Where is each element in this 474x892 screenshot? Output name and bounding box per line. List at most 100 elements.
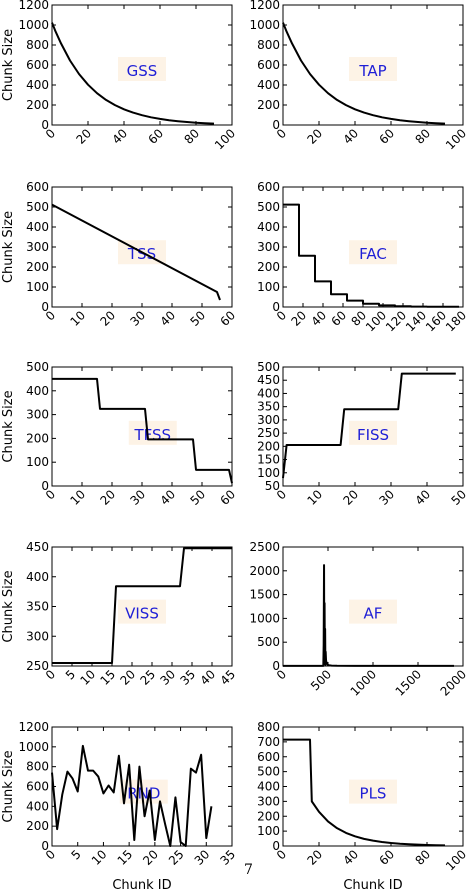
y-tick-label: 300 bbox=[26, 408, 49, 422]
x-tick-label: 5 bbox=[63, 667, 78, 682]
y-tick-label: 500 bbox=[257, 765, 280, 779]
y-tick-label: 800 bbox=[26, 760, 49, 774]
panel-label: AF bbox=[364, 605, 383, 623]
y-axis-label: Chunk Size bbox=[1, 570, 16, 642]
x-tick-label: 100 bbox=[212, 126, 238, 152]
x-tick-label: 0 bbox=[274, 667, 289, 682]
y-tick-label: 1500 bbox=[249, 588, 280, 602]
panel-label: RND bbox=[127, 785, 160, 803]
y-tick-label: 200 bbox=[257, 98, 280, 112]
y-axis-label: Chunk Size bbox=[1, 211, 16, 283]
y-tick-label: 100 bbox=[257, 824, 280, 838]
y-tick-label: 300 bbox=[26, 240, 49, 254]
x-tick-label: 35 bbox=[217, 847, 238, 868]
y-tick-label: 100 bbox=[257, 280, 280, 294]
y-axis-label: Chunk Size bbox=[1, 29, 16, 101]
y-tick-label: 600 bbox=[26, 180, 49, 194]
x-tick-label: 30 bbox=[192, 847, 213, 868]
y-tick-label: 400 bbox=[257, 386, 280, 400]
x-tick-label: 180 bbox=[443, 308, 469, 334]
y-tick-label: 1000 bbox=[18, 740, 49, 754]
y-tick-label: 1000 bbox=[249, 611, 280, 625]
y-tick-label: 400 bbox=[26, 220, 49, 234]
x-tick-label: 60 bbox=[376, 126, 397, 147]
x-tick-label: 5 bbox=[69, 847, 84, 862]
x-tick-label: 40 bbox=[197, 667, 218, 688]
panel-label: FAC bbox=[359, 245, 387, 263]
y-tick-label: 400 bbox=[26, 799, 49, 813]
panel-label: VISS bbox=[125, 605, 159, 623]
x-tick-label: 30 bbox=[157, 667, 178, 688]
y-tick-label: 400 bbox=[26, 78, 49, 92]
x-tick-label: 0 bbox=[274, 487, 289, 502]
x-tick-label: 10 bbox=[77, 667, 98, 688]
panel-label: TSS bbox=[127, 245, 156, 263]
y-tick-label: 200 bbox=[26, 260, 49, 274]
y-tick-label: 0 bbox=[41, 118, 49, 132]
x-tick-label: 20 bbox=[73, 126, 94, 147]
x-tick-label: 0 bbox=[43, 847, 58, 862]
x-axis-label: Chunk ID bbox=[343, 878, 402, 892]
x-tick-label: 60 bbox=[217, 308, 238, 329]
y-tick-label: 300 bbox=[257, 794, 280, 808]
x-tick-label: 25 bbox=[137, 667, 158, 688]
y-tick-label: 1000 bbox=[249, 18, 280, 32]
panel-label: PLS bbox=[360, 785, 387, 803]
series-line bbox=[52, 377, 233, 484]
x-tick-label: 20 bbox=[340, 487, 361, 508]
chart-tfss: TFSS 0 100 200 300 400 500 0 10 20 30 40 50 60 Chunk S… bbox=[1, 360, 238, 508]
x-tick-label: 60 bbox=[145, 126, 166, 147]
panel-label: FISS bbox=[357, 426, 389, 444]
y-tick-label: 600 bbox=[26, 58, 49, 72]
y-tick-label: 700 bbox=[257, 735, 280, 749]
x-tick-label: 1500 bbox=[393, 667, 424, 698]
y-tick-label: 600 bbox=[26, 780, 49, 794]
y-tick-label: 600 bbox=[257, 180, 280, 194]
panel-label-bg bbox=[349, 240, 397, 265]
panel-label-bg bbox=[349, 599, 397, 624]
chart-tss: TSS 0 100 200 300 400 500 600 0 10 20 30 40 50 60 Chunk… bbox=[1, 180, 238, 329]
y-axis-label: Chunk Size bbox=[1, 750, 16, 822]
x-axis-label: Chunk ID bbox=[112, 878, 171, 892]
panel-label-bg bbox=[349, 420, 397, 445]
x-tick-label: 60 bbox=[376, 847, 397, 868]
y-tick-label: 500 bbox=[257, 635, 280, 649]
panel-label-bg bbox=[128, 420, 177, 445]
x-tick-label: 40 bbox=[308, 308, 329, 329]
x-tick-label: 50 bbox=[187, 487, 208, 508]
y-tick-label: 1000 bbox=[18, 18, 49, 32]
y-axis-label: Chunk Size bbox=[1, 390, 16, 462]
y-tick-label: 600 bbox=[257, 750, 280, 764]
y-tick-label: 0 bbox=[41, 839, 49, 853]
y-tick-label: 100 bbox=[257, 466, 280, 480]
x-tick-label: 20 bbox=[117, 667, 138, 688]
y-tick-label: 500 bbox=[26, 200, 49, 214]
y-tick-label: 300 bbox=[257, 413, 280, 427]
y-tick-label: 0 bbox=[272, 839, 280, 853]
x-tick-label: 30 bbox=[127, 487, 148, 508]
x-tick-label: 0 bbox=[43, 667, 58, 682]
y-tick-label: 1200 bbox=[18, 0, 49, 12]
y-tick-label: 500 bbox=[26, 360, 49, 374]
y-tick-label: 2000 bbox=[249, 564, 280, 578]
x-tick-label: 20 bbox=[304, 126, 325, 147]
x-tick-label: 0 bbox=[274, 308, 289, 323]
y-tick-label: 400 bbox=[26, 570, 49, 584]
x-tick-label: 0 bbox=[43, 308, 58, 323]
x-tick-label: 50 bbox=[448, 487, 469, 508]
x-tick-label: 500 bbox=[308, 667, 334, 693]
panel-label: TAP bbox=[358, 62, 386, 80]
y-tick-label: 100 bbox=[26, 455, 49, 469]
x-tick-label: 20 bbox=[304, 847, 325, 868]
x-tick-label: 10 bbox=[67, 308, 88, 329]
x-tick-label: 15 bbox=[115, 847, 136, 868]
x-tick-label: 40 bbox=[340, 847, 361, 868]
y-tick-label: 200 bbox=[257, 260, 280, 274]
y-tick-label: 250 bbox=[257, 426, 280, 440]
panel-label-bg bbox=[118, 57, 166, 81]
y-tick-label: 300 bbox=[26, 629, 49, 643]
x-tick-label: 40 bbox=[109, 126, 130, 147]
x-tick-label: 0 bbox=[274, 126, 289, 141]
